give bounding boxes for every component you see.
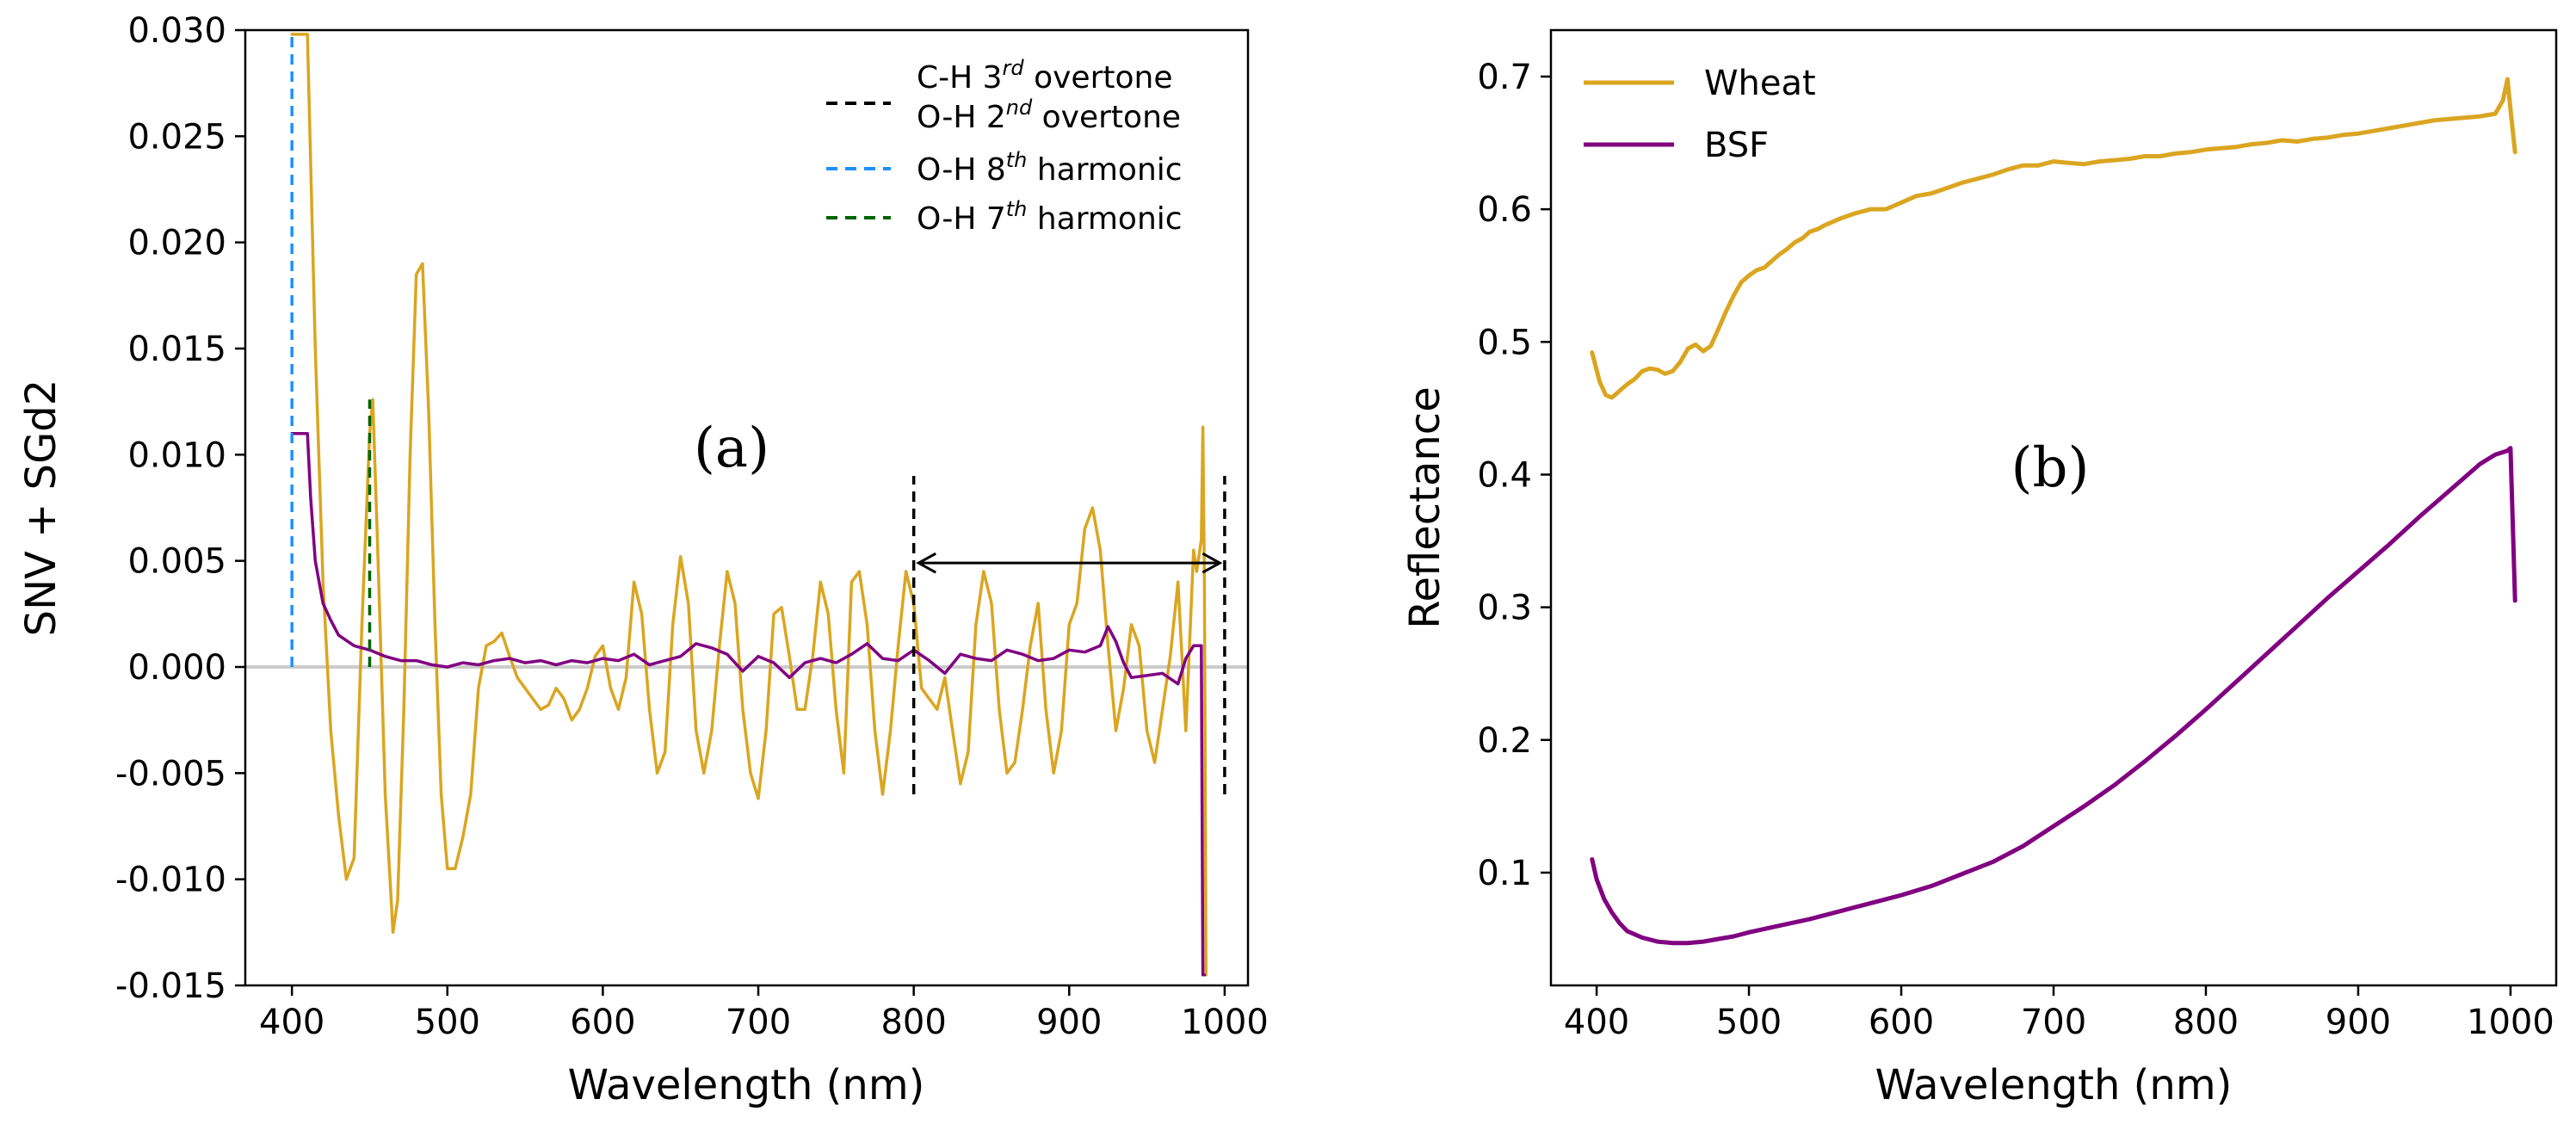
legend-oh8-main: O-H 8 — [917, 152, 1006, 188]
panel-b-label: (b) — [2011, 436, 2090, 500]
y-tick-label-1: 0.2 — [1477, 721, 1532, 761]
x-tick-label-400: 400 — [259, 1003, 324, 1042]
x-tick-label-600: 600 — [570, 1003, 635, 1042]
panel-b-y-ticks: 0.1 0.2 0.3 0.4 0.5 0.6 0.7 — [1477, 58, 1551, 893]
x-tick-label-600: 600 — [1869, 1003, 1934, 1042]
panel-a-plot-content — [245, 33, 1248, 977]
legend-ch-rest: overtone — [1024, 60, 1173, 96]
panel-a-series-lines — [290, 33, 1208, 977]
arrow-head-left — [916, 552, 937, 574]
y-tick-label-3: 0.000 — [127, 648, 226, 688]
legend-oh2-sup: nd — [1006, 96, 1033, 120]
legend-item-oh-7th-harmonic: O-H 7th harmonic — [826, 197, 1183, 237]
panel-b-legend: Wheat BSF — [1584, 64, 1816, 165]
y-tick-label-4: 0.005 — [127, 542, 226, 582]
panel-b-x-ticks: 400 500 600 700 800 900 1000 — [1564, 985, 2554, 1042]
y-tick-label-5: 0.010 — [127, 435, 226, 475]
legend-label-wheat: Wheat — [1704, 64, 1816, 103]
legend-item-oh-8th-harmonic: O-H 8th harmonic — [826, 148, 1183, 188]
legend-ch-main: C-H 3 — [917, 60, 1003, 96]
series-line-wheat — [1590, 77, 2517, 400]
x-tick-label-800: 800 — [2173, 1003, 2239, 1042]
panel-b-frame — [1549, 28, 2558, 987]
legend-oh8-rest: harmonic — [1027, 152, 1182, 188]
legend-item-wheat: Wheat — [1584, 64, 1816, 103]
panel-b-x-axis-label: Wavelength (nm) — [1875, 1061, 2233, 1109]
y-tick-label-6: 0.015 — [127, 330, 226, 369]
y-tick-label-0: -0.015 — [115, 966, 226, 1006]
legend-label-oh-7th-harmonic: O-H 7th harmonic — [917, 197, 1183, 237]
arrow-head-right — [1202, 552, 1223, 574]
panel-a-y-ticks: -0.015 -0.010 -0.005 0.000 0.005 0.010 0.015 0.… — [115, 11, 245, 1006]
band-range-arrow — [916, 552, 1223, 574]
legend-item-ch-3rd-overtone: C-H 3rd overtone O-H 2nd overtone — [826, 56, 1181, 135]
panel-a-frame — [244, 28, 1250, 987]
legend-oh7-sup: th — [1006, 197, 1028, 221]
panel-b-plot-content — [1590, 77, 2517, 946]
series-line-bsf — [1590, 446, 2517, 946]
x-tick-label-700: 700 — [726, 1003, 791, 1042]
x-tick-label-1000: 1000 — [1181, 1003, 1269, 1042]
legend-label-oh-8th-harmonic: O-H 8th harmonic — [917, 148, 1183, 188]
legend-label-ch-3rd-overtone: C-H 3rd overtone — [917, 56, 1172, 96]
x-tick-label-900: 900 — [2326, 1003, 2391, 1042]
legend-label-oh-2nd-overtone: O-H 2nd overtone — [917, 96, 1181, 135]
x-tick-label-800: 800 — [880, 1003, 946, 1042]
x-tick-label-500: 500 — [415, 1003, 480, 1042]
y-tick-label-2: 0.3 — [1477, 589, 1532, 628]
legend-oh8-sup: th — [1006, 148, 1028, 172]
y-tick-label-7: 0.020 — [127, 224, 226, 263]
panel-a-chart: 400 500 600 700 800 900 1000 -0.015 -0.010 -0.00… — [17, 11, 1269, 1109]
legend-item-bsf: BSF — [1584, 126, 1769, 165]
x-tick-label-700: 700 — [2021, 1003, 2086, 1042]
panel-b-y-axis-label: Reflectance — [1401, 386, 1449, 628]
legend-ch-sup: rd — [1003, 56, 1025, 80]
legend-oh2-main: O-H 2 — [917, 100, 1006, 135]
y-tick-label-1: -0.010 — [115, 861, 226, 900]
y-tick-label-8: 0.025 — [127, 117, 226, 157]
panel-b-series-lines — [1590, 77, 2517, 946]
panel-a-x-axis-label: Wavelength (nm) — [568, 1061, 925, 1109]
y-tick-label-5: 0.6 — [1477, 190, 1532, 230]
panel-a-label: (a) — [694, 417, 769, 480]
x-tick-label-500: 500 — [1716, 1003, 1782, 1042]
y-tick-label-0: 0.1 — [1477, 854, 1532, 893]
y-tick-label-4: 0.5 — [1477, 323, 1532, 362]
y-tick-label-3: 0.4 — [1477, 455, 1532, 495]
legend-oh7-rest: harmonic — [1027, 201, 1182, 237]
y-tick-label-9: 0.030 — [127, 11, 226, 51]
y-tick-label-2: -0.005 — [115, 754, 226, 793]
panel-a-legend: C-H 3rd overtone O-H 2nd overtone O-H 8t… — [826, 56, 1183, 237]
series-line-bsf — [290, 431, 1207, 977]
x-tick-label-1000: 1000 — [2467, 1003, 2554, 1042]
panel-b-chart: 400 500 600 700 800 900 1000 0.10.20.30.40.50.… — [1401, 28, 2558, 1109]
panel-a-band-markers — [290, 34, 1226, 794]
series-line-wheat — [290, 33, 1208, 977]
legend-oh7-main: O-H 7 — [917, 201, 1006, 237]
y-tick-label-6: 0.7 — [1477, 58, 1532, 97]
legend-oh2-rest: overtone — [1032, 100, 1181, 135]
x-tick-label-900: 900 — [1036, 1003, 1102, 1042]
legend-label-bsf: BSF — [1704, 126, 1769, 165]
x-tick-label-400: 400 — [1564, 1003, 1629, 1042]
panel-a-x-ticks: 400 500 600 700 800 900 1000 — [259, 985, 1269, 1042]
panel-a-y-axis-label: SNV + SGd2 — [17, 380, 65, 637]
